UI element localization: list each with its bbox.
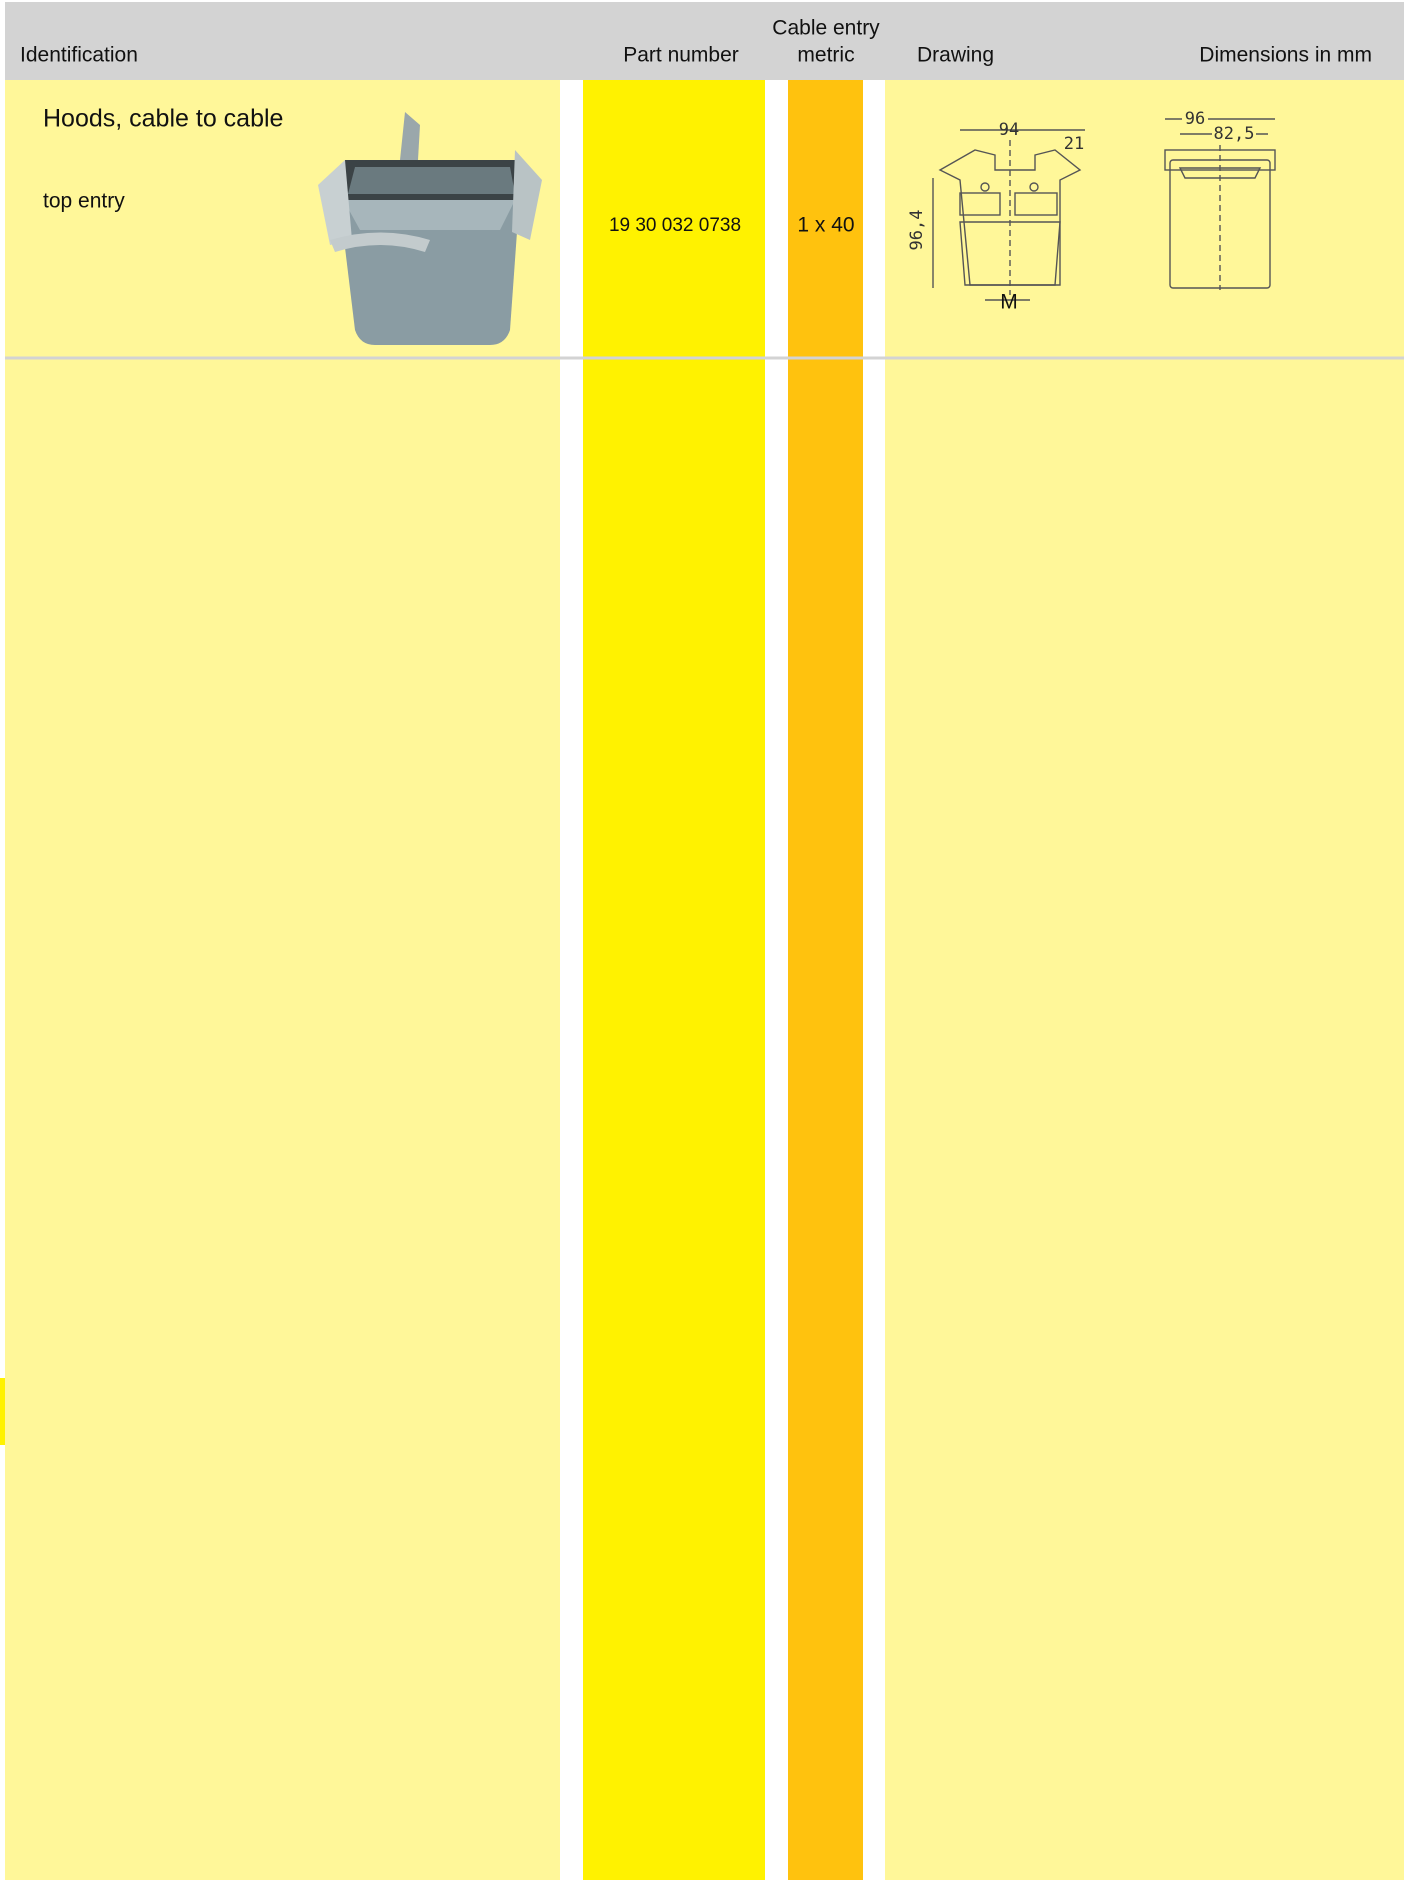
part-number: 19 30 032 0738 <box>609 215 741 236</box>
dimension-label: 96 <box>1185 109 1205 129</box>
header-cable-entry: Cable entry <box>772 17 880 40</box>
header-part-number: Part number <box>623 44 739 67</box>
cable-entry-column <box>788 80 863 1880</box>
header-cable-entry-sub: metric <box>797 44 854 67</box>
header-identification: Identification <box>20 44 138 67</box>
row-subtitle: top entry <box>43 190 125 213</box>
cable-entry: 1 x 40 <box>797 214 854 237</box>
header-band <box>5 2 1404 80</box>
dimension-label: 82,5 <box>1214 124 1255 144</box>
header-dimensions: Dimensions in mm <box>1199 44 1372 67</box>
identification-column <box>5 80 560 1880</box>
drawing-column <box>885 80 1404 1880</box>
dimension-label: 21 <box>1064 134 1084 154</box>
dimension-label: 94 <box>999 120 1019 140</box>
dimension-label: 96,4 <box>907 210 927 251</box>
part-number-column <box>583 80 765 1880</box>
page: Identification Part number Cable entry m… <box>0 0 1404 1880</box>
row-title: Hoods, cable to cable <box>43 105 283 133</box>
dimension-label: M <box>1000 291 1018 314</box>
edge-mark <box>0 1378 5 1445</box>
header-drawing: Drawing <box>917 44 994 67</box>
